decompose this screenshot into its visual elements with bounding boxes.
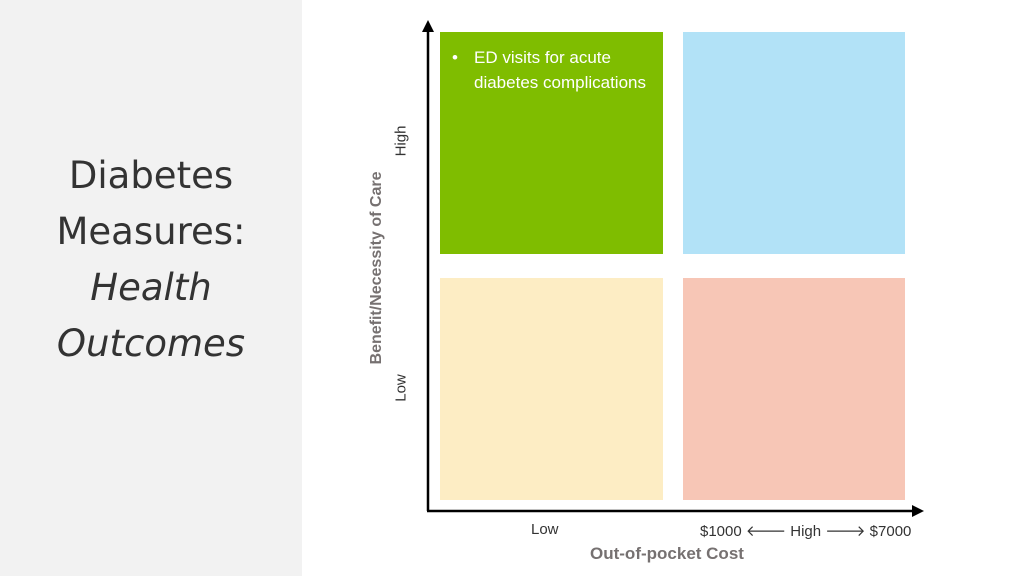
x-axis-low-label: Low — [531, 521, 559, 538]
slide-title: Diabetes Measures: Health Outcomes — [0, 148, 302, 372]
title-line-3: Health — [90, 266, 212, 309]
quadrant-item: • ED visits for acute diabetes complicat… — [448, 45, 658, 95]
y-axis-label: Benefit/Necessity of Care — [368, 171, 385, 365]
quadrant-item-text: ED visits for acute diabetes complicatio… — [474, 48, 646, 92]
bullet-icon: • — [452, 48, 458, 67]
quadrant-low-benefit-low-cost — [440, 278, 663, 500]
x-axis-arrowhead — [912, 505, 924, 517]
y-axis-low-label: Low — [392, 374, 410, 402]
title-line-1: Diabetes — [68, 154, 234, 197]
x-axis-label: Out-of-pocket Cost — [590, 544, 744, 563]
quadrant-high-benefit-low-cost: • ED visits for acute diabetes complicat… — [440, 32, 663, 254]
title-panel — [0, 0, 302, 576]
title-line-2: Measures: — [56, 210, 246, 253]
quadrant-low-benefit-high-cost — [683, 278, 905, 500]
y-axis-arrowhead — [422, 20, 434, 32]
x-axis-high-range-label: $1000 🡐 High 🡒 $7000 — [700, 523, 912, 540]
y-axis-high-label: High — [392, 125, 410, 157]
quadrant-item-list: • ED visits for acute diabetes complicat… — [448, 45, 658, 95]
quadrant-high-benefit-high-cost — [683, 32, 905, 254]
title-line-4: Outcomes — [56, 322, 246, 365]
